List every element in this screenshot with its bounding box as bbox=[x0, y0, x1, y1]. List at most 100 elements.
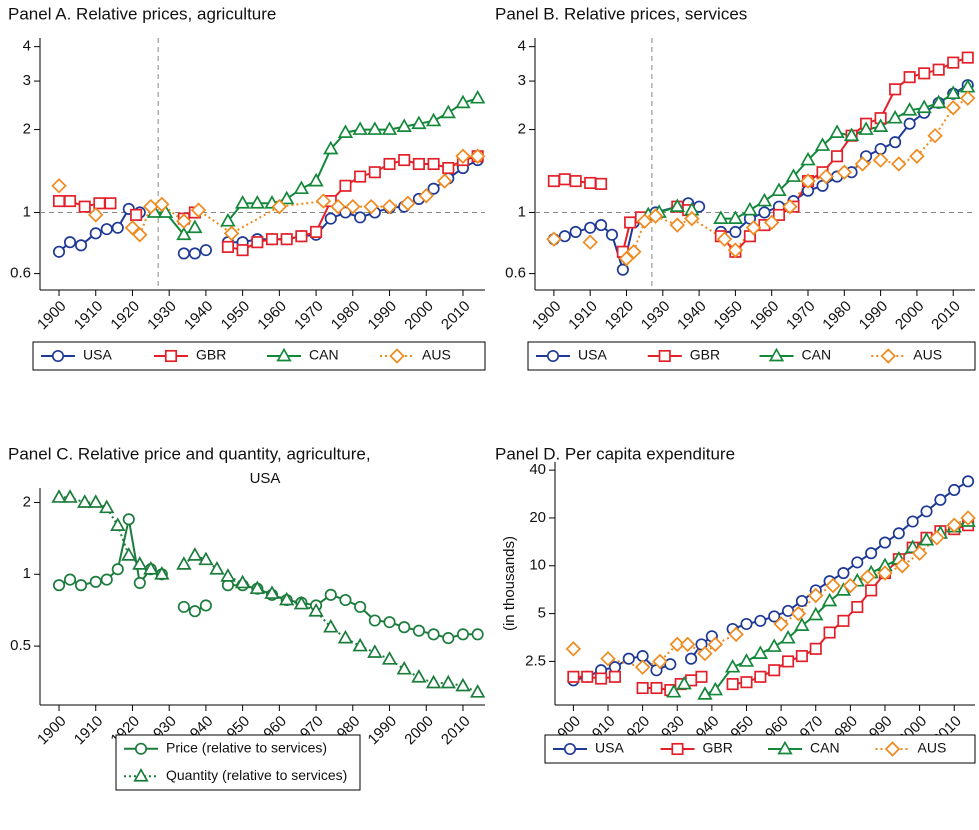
data-point bbox=[88, 494, 104, 508]
legend-label: GBR bbox=[690, 347, 720, 363]
data-point bbox=[892, 527, 905, 540]
legend-marker bbox=[133, 768, 149, 782]
data-point bbox=[78, 200, 91, 213]
y-tick-label: 3 bbox=[518, 72, 526, 89]
data-point bbox=[669, 217, 686, 233]
data-point bbox=[707, 636, 724, 653]
data-point bbox=[308, 172, 324, 187]
y-tick-label: 4 bbox=[23, 38, 31, 55]
data-point bbox=[727, 210, 744, 224]
data-point bbox=[99, 499, 115, 514]
data-point bbox=[695, 670, 708, 683]
series-line bbox=[673, 520, 969, 696]
data-point bbox=[412, 624, 425, 637]
data-point bbox=[265, 233, 279, 246]
data-point bbox=[584, 176, 597, 190]
data-point bbox=[825, 577, 841, 594]
data-point bbox=[920, 505, 933, 518]
data-point bbox=[198, 551, 214, 566]
data-point bbox=[782, 198, 798, 215]
x-tick-label: 1950 bbox=[710, 298, 746, 334]
data-point bbox=[383, 616, 396, 629]
data-point bbox=[821, 592, 838, 607]
data-point bbox=[558, 230, 571, 243]
data-point bbox=[823, 626, 836, 639]
data-point bbox=[383, 157, 396, 171]
data-point bbox=[436, 173, 453, 189]
legend-marker bbox=[563, 742, 577, 756]
data-point bbox=[738, 653, 755, 667]
data-point bbox=[758, 206, 771, 219]
data-point bbox=[293, 595, 310, 610]
data-point bbox=[679, 636, 696, 653]
x-tick-label: 1900 bbox=[529, 298, 565, 334]
x-tick-label: 1950 bbox=[218, 298, 254, 334]
data-point bbox=[911, 545, 928, 561]
data-point bbox=[878, 536, 892, 549]
data-point bbox=[961, 51, 974, 64]
data-point bbox=[418, 188, 434, 204]
data-point bbox=[664, 658, 677, 671]
data-point bbox=[330, 198, 346, 215]
data-point bbox=[547, 175, 560, 188]
data-point bbox=[608, 670, 621, 683]
data-point bbox=[558, 173, 571, 186]
data-point bbox=[100, 223, 113, 236]
data-point bbox=[51, 178, 67, 194]
data-point bbox=[766, 638, 782, 652]
data-point bbox=[808, 587, 824, 604]
data-point bbox=[595, 672, 608, 685]
data-point bbox=[412, 157, 425, 171]
legend-label: Quantity (relative to services) bbox=[166, 767, 347, 783]
data-point bbox=[909, 148, 925, 164]
data-point bbox=[154, 566, 170, 580]
legend-marker bbox=[880, 348, 896, 364]
data-point bbox=[396, 660, 412, 675]
x-tick-label: 1910 bbox=[565, 298, 601, 334]
data-point bbox=[220, 212, 236, 227]
y-tick-label: 0.5 bbox=[10, 637, 31, 654]
data-point bbox=[771, 182, 787, 197]
data-point bbox=[425, 112, 442, 127]
data-point bbox=[781, 604, 795, 617]
data-point bbox=[249, 580, 265, 595]
data-point bbox=[427, 157, 440, 171]
data-point bbox=[220, 568, 236, 582]
data-point bbox=[622, 652, 635, 665]
data-point bbox=[814, 137, 831, 151]
data-point bbox=[455, 148, 471, 164]
data-point bbox=[752, 645, 768, 659]
data-point bbox=[616, 263, 629, 276]
data-point bbox=[93, 197, 106, 210]
data-point bbox=[948, 483, 961, 497]
data-point bbox=[279, 591, 295, 606]
data-point bbox=[293, 180, 310, 195]
data-point bbox=[772, 208, 786, 221]
data-point bbox=[947, 56, 960, 69]
data-point bbox=[234, 195, 251, 209]
data-point bbox=[176, 213, 192, 229]
data-point bbox=[223, 225, 240, 242]
data-point bbox=[110, 517, 126, 531]
legend-label: Price (relative to services) bbox=[166, 739, 327, 755]
data-point bbox=[323, 618, 339, 633]
data-point bbox=[122, 513, 135, 526]
data-point bbox=[634, 659, 651, 675]
data-point bbox=[442, 161, 455, 175]
data-point bbox=[154, 196, 170, 213]
data-point bbox=[124, 220, 141, 236]
data-point bbox=[745, 220, 762, 236]
y-tick-label: 1 bbox=[23, 203, 31, 220]
data-point bbox=[945, 85, 961, 100]
data-point bbox=[177, 247, 190, 260]
x-tick-label: 2010 bbox=[928, 298, 964, 334]
data-point bbox=[931, 94, 947, 109]
data-point bbox=[367, 644, 383, 658]
data-point bbox=[932, 63, 945, 76]
data-point bbox=[729, 225, 742, 238]
data-point bbox=[546, 231, 562, 247]
data-point bbox=[768, 610, 781, 623]
data-point bbox=[187, 219, 203, 234]
data-point bbox=[455, 94, 471, 109]
data-point bbox=[352, 637, 368, 652]
